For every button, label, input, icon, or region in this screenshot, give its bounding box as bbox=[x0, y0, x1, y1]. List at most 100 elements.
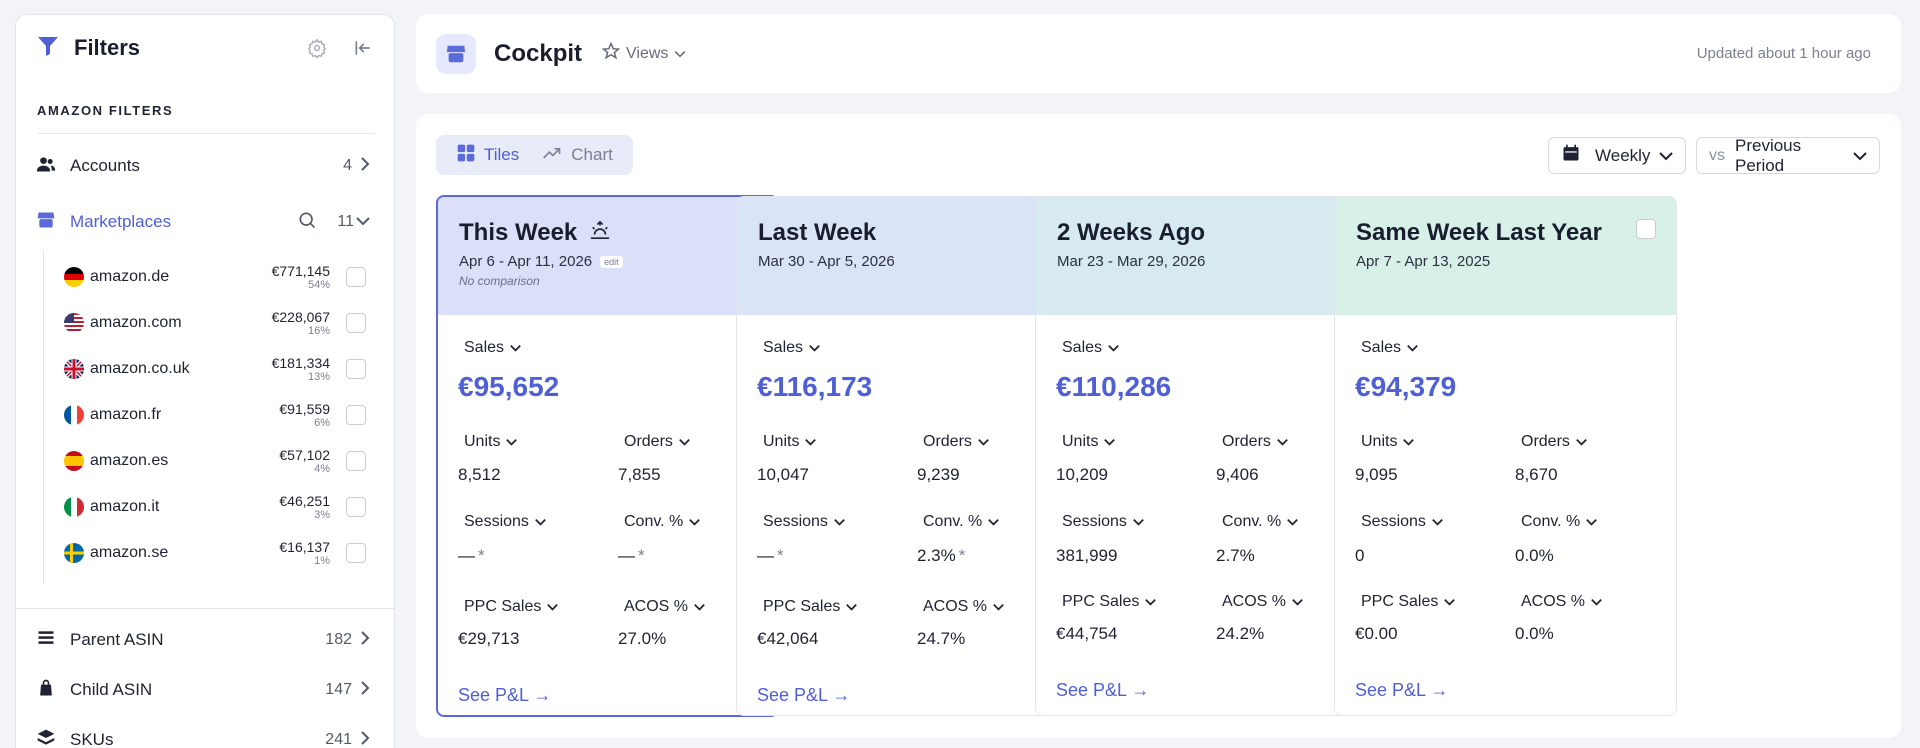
star-icon bbox=[601, 41, 621, 65]
search-icon[interactable] bbox=[297, 210, 317, 235]
sales-metric-select[interactable]: Sales bbox=[1361, 339, 1418, 357]
period-card[interactable]: This Week Apr 6 - Apr 11, 2026 edit No comp… bbox=[436, 195, 779, 717]
period-card[interactable]: Same Week Last Year Apr 7 - Apr 13, 2025 S… bbox=[1334, 196, 1677, 716]
acos-label: ACOS % bbox=[1521, 593, 1586, 610]
acos-metric-select[interactable]: ACOS % bbox=[1222, 593, 1303, 611]
units-metric-select[interactable]: Units bbox=[1361, 433, 1415, 451]
units-metric-select[interactable]: Units bbox=[763, 433, 817, 451]
collapse-sidebar-icon[interactable] bbox=[352, 37, 374, 59]
edit-dates-button[interactable]: edit bbox=[600, 255, 623, 268]
sales-metric-select[interactable]: Sales bbox=[1062, 339, 1119, 357]
see-pl-link[interactable]: See P&L → bbox=[757, 685, 851, 705]
conv-metric-select[interactable]: Conv. % bbox=[923, 513, 1000, 531]
period-card[interactable]: Last Week Mar 30 - Apr 5, 2026 Sales €116,1… bbox=[736, 196, 1079, 716]
ppc-sales-metric-select[interactable]: PPC Sales bbox=[464, 598, 559, 616]
orders-value: 7,855 bbox=[618, 465, 661, 484]
list-icon bbox=[36, 628, 56, 653]
marketplace-checkbox[interactable] bbox=[346, 451, 366, 471]
marketplace-item[interactable]: amazon.es €57,102 4% bbox=[44, 438, 394, 484]
tiles-tab[interactable]: Tiles bbox=[448, 137, 527, 173]
chevron-down-icon bbox=[993, 598, 1004, 616]
marketplace-item[interactable]: amazon.it €46,251 3% bbox=[44, 484, 394, 530]
sales-label: Sales bbox=[1361, 339, 1402, 356]
flag-it-icon bbox=[64, 497, 84, 517]
conv-value: — * bbox=[618, 546, 645, 566]
conv-metric-select[interactable]: Conv. % bbox=[624, 513, 701, 531]
chevron-down-icon bbox=[1432, 513, 1443, 531]
acos-metric-select[interactable]: ACOS % bbox=[624, 598, 705, 616]
gear-icon[interactable] bbox=[306, 37, 328, 59]
sessions-footnote-mark: * bbox=[478, 546, 485, 565]
sessions-metric-select[interactable]: Sessions bbox=[763, 513, 845, 531]
comparison-note: No comparison bbox=[459, 274, 540, 288]
marketplace-list: amazon.de €771,145 54% amazon.com €228,067 16… bbox=[43, 250, 394, 584]
marketplace-item[interactable]: amazon.se €16,137 1% bbox=[44, 530, 394, 576]
marketplace-checkbox[interactable] bbox=[346, 543, 366, 563]
chevron-down-icon bbox=[834, 513, 845, 531]
card-select-checkbox[interactable] bbox=[1636, 219, 1656, 239]
filters-sidebar: Filters AMAZON FILTERS Accounts 4 Market… bbox=[15, 14, 395, 748]
sidebar-item-accounts[interactable]: Accounts 4 bbox=[16, 138, 394, 194]
sessions-label: Sessions bbox=[763, 513, 828, 530]
orders-metric-select[interactable]: Orders bbox=[923, 433, 989, 451]
units-metric-select[interactable]: Units bbox=[1062, 433, 1116, 451]
units-metric-select[interactable]: Units bbox=[464, 433, 518, 451]
chevron-right-icon bbox=[360, 630, 370, 650]
chart-tab[interactable]: Chart bbox=[533, 137, 621, 173]
period-select[interactable]: Weekly bbox=[1548, 137, 1686, 174]
compare-select[interactable]: vs Previous Period bbox=[1696, 136, 1880, 175]
chevron-down-icon bbox=[689, 513, 701, 531]
flag-de-icon bbox=[64, 267, 84, 287]
ppc-sales-metric-select[interactable]: PPC Sales bbox=[1361, 593, 1456, 611]
ppc-sales-value: €44,754 bbox=[1056, 624, 1118, 643]
marketplace-checkbox[interactable] bbox=[346, 267, 366, 287]
orders-metric-select[interactable]: Orders bbox=[1222, 433, 1288, 451]
marketplace-checkbox[interactable] bbox=[346, 359, 366, 379]
sidebar-item-child-asin[interactable]: Child ASIN 147 bbox=[16, 665, 394, 715]
ppc-sales-metric-select[interactable]: PPC Sales bbox=[763, 598, 858, 616]
marketplace-item[interactable]: amazon.fr €91,559 6% bbox=[44, 392, 394, 438]
orders-metric-select[interactable]: Orders bbox=[1521, 433, 1587, 451]
sidebar-item-skus[interactable]: SKUs 241 bbox=[16, 715, 394, 748]
orders-metric-select[interactable]: Orders bbox=[624, 433, 690, 451]
marketplace-percent: 1% bbox=[314, 555, 330, 567]
see-pl-link[interactable]: See P&L → bbox=[1056, 680, 1150, 700]
sessions-number: — bbox=[458, 546, 475, 565]
conv-label: Conv. % bbox=[1521, 513, 1581, 530]
ppc-sales-label: PPC Sales bbox=[464, 598, 542, 615]
sales-metric-select[interactable]: Sales bbox=[763, 339, 820, 357]
marketplace-item[interactable]: amazon.com €228,067 16% bbox=[44, 300, 394, 346]
marketplace-item[interactable]: amazon.co.uk €181,334 13% bbox=[44, 346, 394, 392]
vs-label: vs bbox=[1709, 146, 1725, 164]
period-card[interactable]: 2 Weeks Ago Mar 23 - Mar 29, 2026 Sales €11… bbox=[1035, 196, 1378, 716]
sessions-metric-select[interactable]: Sessions bbox=[1062, 513, 1144, 531]
marketplace-checkbox[interactable] bbox=[346, 313, 366, 333]
units-value: 8,512 bbox=[458, 465, 501, 484]
card-title-text: This Week bbox=[459, 219, 578, 246]
sales-metric-select[interactable]: Sales bbox=[464, 339, 521, 357]
sales-label: Sales bbox=[763, 339, 804, 356]
acos-metric-select[interactable]: ACOS % bbox=[1521, 593, 1602, 611]
marketplace-checkbox[interactable] bbox=[346, 497, 366, 517]
sessions-metric-select[interactable]: Sessions bbox=[1361, 513, 1443, 531]
flag-se-icon bbox=[64, 543, 84, 563]
units-label: Units bbox=[763, 433, 800, 450]
marketplace-item[interactable]: amazon.de €771,145 54% bbox=[44, 254, 394, 300]
marketplace-amount: €46,251 bbox=[279, 493, 330, 509]
sidebar-item-marketplaces[interactable]: Marketplaces 11 bbox=[16, 194, 394, 250]
see-pl-link[interactable]: See P&L → bbox=[1355, 680, 1449, 700]
orders-value: 9,239 bbox=[917, 465, 960, 484]
views-dropdown[interactable]: Views bbox=[601, 41, 686, 65]
conv-metric-select[interactable]: Conv. % bbox=[1222, 513, 1299, 531]
page-title: Cockpit bbox=[494, 39, 583, 67]
see-pl-link[interactable]: See P&L → bbox=[458, 685, 552, 705]
acos-metric-select[interactable]: ACOS % bbox=[923, 598, 1004, 616]
marketplace-checkbox[interactable] bbox=[346, 405, 366, 425]
conv-metric-select[interactable]: Conv. % bbox=[1521, 513, 1598, 531]
conv-number: 2.7% bbox=[1216, 546, 1255, 565]
sessions-metric-select[interactable]: Sessions bbox=[464, 513, 546, 531]
sidebar-item-parent-asin[interactable]: Parent ASIN 182 bbox=[16, 615, 394, 665]
ppc-sales-metric-select[interactable]: PPC Sales bbox=[1062, 593, 1157, 611]
orders-value: 8,670 bbox=[1515, 465, 1558, 484]
chart-label: Chart bbox=[571, 145, 613, 164]
